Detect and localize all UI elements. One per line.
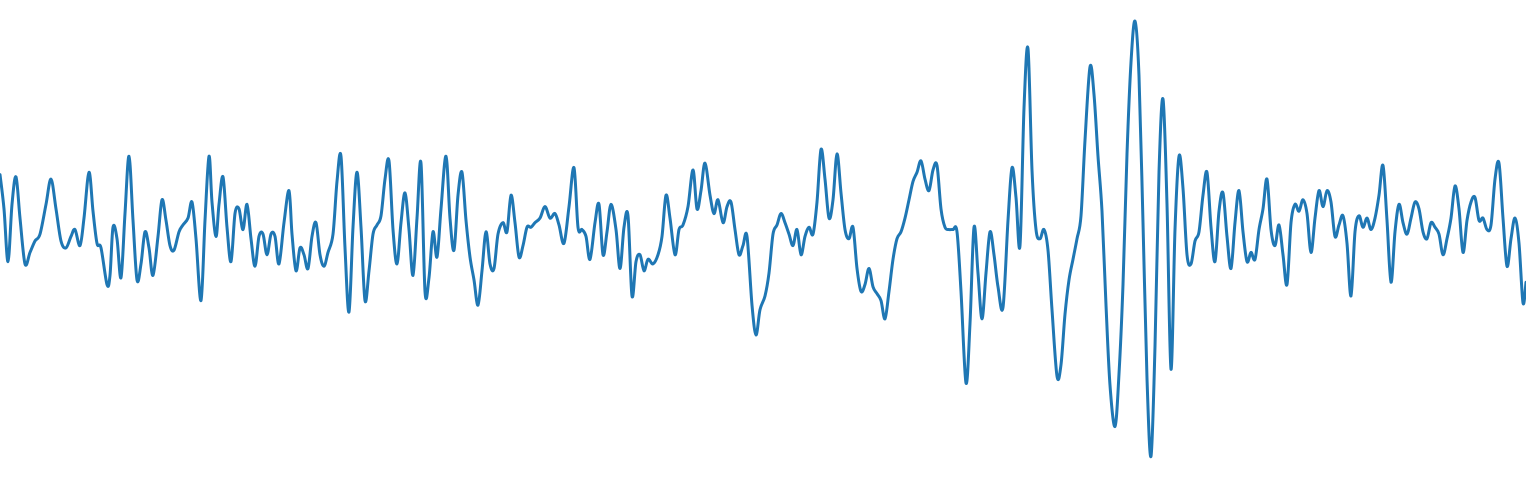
series-layer (0, 19, 1526, 458)
signal-series-line-0 (0, 19, 1526, 458)
